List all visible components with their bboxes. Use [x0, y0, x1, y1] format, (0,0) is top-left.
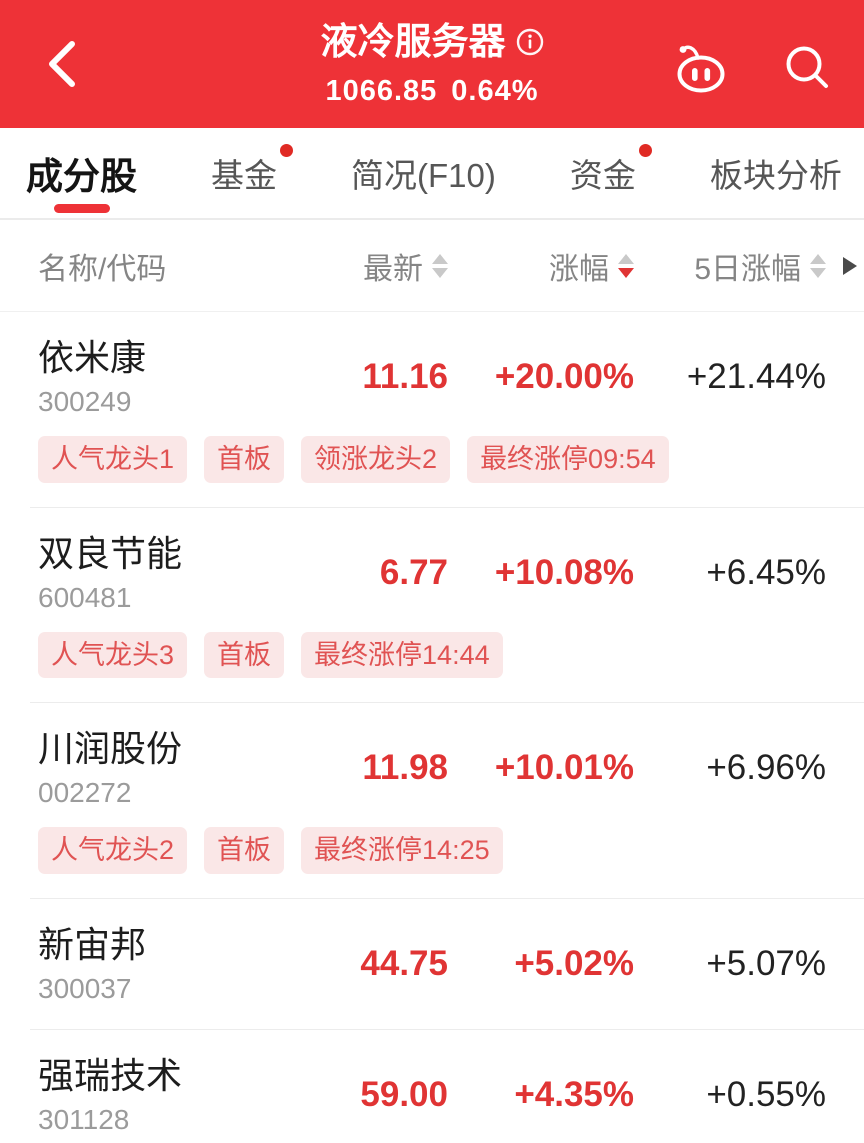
- stock-tags: 人气龙头1 首板 领涨龙头2 最终涨停09:54: [38, 436, 826, 483]
- column-label: 5日涨幅: [694, 252, 801, 286]
- column-label: 最新: [363, 252, 423, 286]
- stock-change-5d: +5.07%: [706, 943, 826, 983]
- column-header-3[interactable]: 5日涨幅: [634, 244, 826, 288]
- tab-label: 简况(F10): [351, 157, 496, 194]
- stock-code: 301128: [38, 1104, 130, 1136]
- stock-tag: 最终涨停09:54: [467, 436, 669, 483]
- stock-price: 59.00: [360, 1075, 448, 1115]
- info-icon[interactable]: [516, 28, 544, 56]
- stock-change-pct: +5.02%: [514, 943, 634, 983]
- stock-name: 新宙邦: [38, 923, 147, 965]
- stock-identity: 依米康 300249: [38, 336, 328, 418]
- stock-row[interactable]: 强瑞技术 301128 59.00 +4.35% +0.55%: [0, 1029, 864, 1143]
- stock-change-pct: +20.00%: [494, 357, 634, 397]
- stock-change-pct: +10.01%: [494, 748, 634, 788]
- stock-name: 川润股份: [38, 728, 183, 770]
- stock-code: 002272: [38, 777, 132, 809]
- stock-tag: 人气龙头2: [38, 827, 188, 874]
- stock-change-5d: +0.55%: [706, 1075, 826, 1115]
- ai-assistant-button[interactable]: [670, 40, 728, 97]
- stock-tags: 人气龙头2 首板 最终涨停14:25: [38, 827, 826, 874]
- column-header-2[interactable]: 涨幅: [448, 244, 634, 288]
- stock-change-pct: +10.08%: [494, 552, 634, 592]
- sort-arrows-icon: [810, 253, 826, 278]
- row-divider: [30, 702, 864, 704]
- tab-4[interactable]: 板块分析: [710, 128, 842, 218]
- header-title-block: 液冷服务器 1066.85 0.64%: [150, 0, 714, 108]
- stock-row[interactable]: 川润股份 002272 11.98 +10.01% +6.96% 人气龙头2 首板…: [0, 703, 864, 898]
- robot-face-icon: [677, 45, 725, 93]
- tab-bar: 成分股 基金 简况(F10) 资金 板块分析: [0, 128, 864, 220]
- index-value: 1066.85: [325, 74, 438, 107]
- stock-tag: 首板: [204, 827, 285, 874]
- stock-tag: 人气龙头1: [38, 436, 188, 483]
- stock-tag: 最终涨停14:25: [301, 827, 503, 874]
- stock-code: 300249: [38, 386, 132, 418]
- tab-label: 板块分析: [709, 157, 842, 194]
- row-divider: [30, 1028, 864, 1030]
- stock-change-5d: +6.45%: [706, 552, 826, 592]
- tab-label: 资金: [569, 157, 636, 194]
- tab-label: 成分股: [26, 156, 137, 197]
- stock-identity: 新宙邦 300037: [38, 923, 328, 1005]
- stock-row[interactable]: 依米康 300249 11.16 +20.00% +21.44% 人气龙头1 首板…: [0, 312, 864, 507]
- stock-price: 6.77: [379, 552, 448, 592]
- row-divider: [30, 897, 864, 899]
- column-label: 名称/代码: [38, 252, 167, 286]
- stock-name: 双良节能: [38, 532, 183, 574]
- tab-1[interactable]: 基金: [211, 128, 293, 218]
- table-header: 名称/代码 最新 涨幅 5日涨幅: [0, 220, 864, 312]
- stock-tag: 领涨龙头2: [301, 436, 451, 483]
- stock-price: 44.75: [360, 943, 448, 983]
- tab-3[interactable]: 资金: [569, 128, 652, 218]
- stock-identity: 川润股份 002272: [38, 727, 328, 809]
- sort-arrows-icon: [432, 253, 448, 278]
- stock-name: 依米康: [38, 337, 147, 378]
- chevron-left-icon: [49, 41, 75, 87]
- stock-code: 300037: [38, 972, 132, 1004]
- stock-identity: 双良节能 600481: [38, 532, 328, 614]
- row-divider: [30, 506, 864, 508]
- stock-tag: 人气龙头3: [38, 631, 188, 679]
- app-header: 液冷服务器 1066.85 0.64%: [0, 0, 864, 128]
- stock-code: 600481: [38, 581, 132, 613]
- column-header-1[interactable]: 最新: [328, 244, 448, 288]
- stock-row[interactable]: 新宙邦 300037 44.75 +5.02% +5.07%: [0, 898, 864, 1029]
- stock-change-5d: +6.96%: [706, 748, 826, 788]
- index-quote: 1066.85 0.64%: [150, 75, 714, 108]
- search-icon: [786, 46, 828, 88]
- stock-name: 强瑞技术: [38, 1054, 183, 1096]
- sort-arrows-icon: [618, 253, 634, 278]
- index-change: 0.64%: [451, 74, 539, 107]
- notification-dot-icon: [638, 144, 652, 157]
- stock-tags: 人气龙头3 首板 最终涨停14:44: [38, 631, 826, 679]
- stock-row[interactable]: 双良节能 600481 6.77 +10.08% +6.45% 人气龙头3 首板最…: [0, 507, 864, 703]
- more-columns-icon[interactable]: [843, 256, 857, 275]
- stock-list: 依米康 300249 11.16 +20.00% +21.44% 人气龙头1 首板…: [0, 312, 864, 1143]
- stock-identity: 强瑞技术 301128: [38, 1054, 328, 1136]
- tab-2[interactable]: 简况(F10): [351, 128, 496, 218]
- stock-tag: 首板: [204, 631, 285, 679]
- stock-tag: 首板: [204, 436, 285, 483]
- stock-change-5d: +21.44%: [686, 357, 826, 397]
- header-actions: [670, 40, 832, 97]
- stock-change-pct: +4.35%: [514, 1075, 634, 1115]
- tab-label: 基金: [211, 157, 277, 194]
- back-button[interactable]: [42, 36, 82, 95]
- column-label: 涨幅: [549, 252, 609, 286]
- column-header-0: 名称/代码: [38, 244, 328, 288]
- stock-tag: 最终涨停14:44: [301, 631, 503, 679]
- tab-0[interactable]: 成分股: [26, 128, 137, 218]
- search-button[interactable]: [782, 42, 832, 95]
- notification-dot-icon: [280, 144, 293, 157]
- stock-price: 11.98: [362, 748, 448, 788]
- stock-price: 11.16: [362, 357, 448, 397]
- page-title: 液冷服务器: [320, 21, 506, 62]
